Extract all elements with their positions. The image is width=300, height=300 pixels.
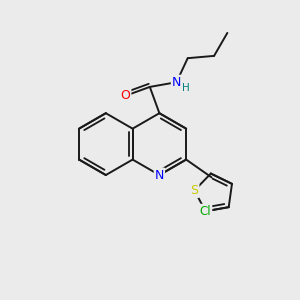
Text: N: N: [172, 76, 181, 89]
Text: H: H: [182, 82, 190, 92]
Text: S: S: [190, 184, 199, 197]
Text: N: N: [155, 169, 164, 182]
Text: Cl: Cl: [200, 205, 211, 218]
Text: O: O: [121, 89, 130, 102]
